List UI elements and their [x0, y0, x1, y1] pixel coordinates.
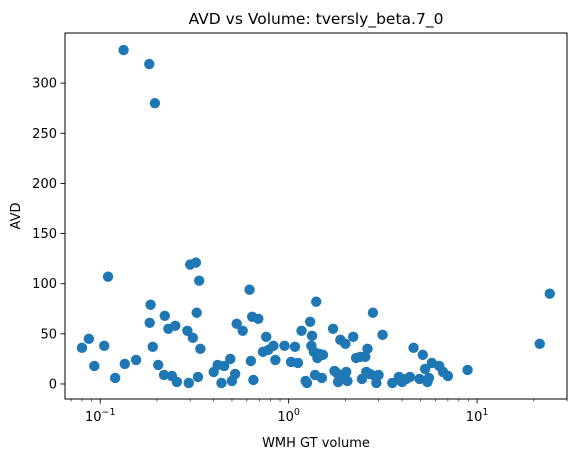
data-point	[190, 257, 202, 268]
data-point	[377, 329, 388, 341]
data-point	[195, 343, 206, 355]
data-point	[225, 353, 236, 365]
data-point	[183, 377, 194, 389]
data-point	[301, 377, 313, 389]
data-point	[192, 371, 204, 383]
data-point	[342, 375, 353, 387]
data-point	[244, 284, 255, 295]
data-point	[311, 296, 322, 307]
data-point	[414, 373, 425, 385]
data-point	[253, 313, 264, 324]
data-point	[144, 317, 155, 328]
data-point	[76, 342, 88, 354]
x-tick-label: 101	[466, 407, 489, 425]
data-point	[362, 343, 373, 355]
data-point	[170, 320, 181, 331]
data-point	[159, 310, 170, 321]
data-point	[191, 307, 202, 318]
data-point	[187, 332, 199, 344]
data-point	[149, 97, 161, 109]
data-point	[316, 372, 328, 384]
x-axis-title: WMH GT volume	[262, 436, 370, 451]
y-tick-label: 200	[32, 177, 57, 192]
data-point	[419, 363, 431, 375]
data-point	[147, 341, 158, 353]
data-point	[360, 351, 371, 363]
data-point	[279, 340, 290, 352]
data-point	[289, 341, 301, 353]
data-point	[373, 369, 384, 381]
data-point	[83, 333, 95, 345]
data-point	[248, 374, 259, 386]
y-tick-label: 100	[32, 277, 57, 292]
data-point	[404, 371, 416, 383]
y-tick-label: 0	[49, 377, 57, 392]
data-point	[237, 325, 248, 337]
y-tick-label: 250	[32, 127, 57, 142]
y-tick-label: 300	[32, 77, 57, 92]
data-point	[89, 360, 100, 372]
axis-ticks: 10−1 100 101 0 50 100 150 200 250 300	[32, 77, 568, 425]
y-tick-label: 50	[40, 327, 57, 342]
data-point	[317, 349, 329, 361]
data-point	[219, 360, 230, 372]
data-point	[367, 307, 379, 318]
data-point	[462, 364, 473, 376]
data-point	[171, 376, 183, 388]
data-point	[216, 377, 227, 389]
y-axis-title: AVD	[9, 203, 24, 230]
data-point	[534, 338, 545, 350]
data-point	[341, 366, 352, 378]
chart-title: AVD vs Volume: tversly_beta.7_0	[189, 10, 444, 29]
plot-area-frame	[64, 32, 568, 400]
data-point	[348, 331, 359, 343]
data-point	[182, 325, 193, 337]
data-point	[118, 44, 129, 56]
data-point	[371, 377, 382, 389]
data-point	[423, 372, 435, 384]
y-tick-label: 150	[32, 227, 57, 242]
data-points	[76, 44, 555, 389]
data-point	[270, 354, 281, 366]
data-point	[292, 357, 304, 369]
data-point	[306, 330, 318, 342]
data-point	[442, 370, 454, 382]
x-tick-label: 10−1	[85, 407, 116, 425]
data-point	[130, 354, 142, 366]
data-point	[102, 271, 114, 282]
data-point	[99, 340, 110, 352]
data-point	[193, 275, 205, 286]
data-point	[109, 372, 121, 384]
data-point	[152, 359, 164, 371]
data-point	[327, 323, 339, 335]
data-point	[340, 338, 351, 350]
data-point	[119, 358, 131, 370]
data-point	[296, 325, 307, 337]
data-point	[144, 58, 155, 70]
x-tick-label: 100	[277, 407, 300, 425]
data-point	[408, 342, 419, 354]
data-point	[245, 355, 257, 367]
data-point	[387, 377, 398, 389]
data-point	[145, 299, 156, 310]
data-point	[158, 369, 170, 381]
data-point	[544, 288, 555, 299]
data-point	[417, 349, 428, 361]
data-point	[268, 340, 279, 352]
data-point	[229, 368, 241, 380]
data-point	[231, 318, 242, 329]
data-point	[304, 316, 316, 327]
data-point	[261, 331, 272, 343]
